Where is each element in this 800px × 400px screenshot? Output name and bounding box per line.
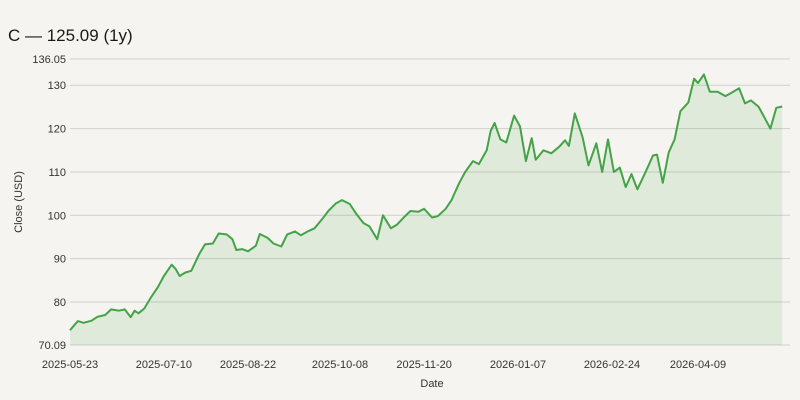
chart-title: C — 125.09 (1y) [8,26,133,45]
x-tick-label: 2026-02-24 [584,359,640,371]
y-tick-label: 130 [48,80,66,92]
y-tick-label: 90 [54,254,66,266]
x-tick-label: 2025-11-20 [396,359,451,371]
y-tick-label: 100 [48,210,66,222]
y-tick-label: 110 [48,167,66,179]
x-axis-label: Date [420,378,443,390]
x-axis-ticks: 2025-05-23 2025-07-10 2025-08-22 2025-10-08… [42,359,726,371]
y-tick-label: 80 [54,297,66,309]
y-axis-ticks: 70.09 80 90 100 110 120 130 136.05 [32,54,66,352]
x-tick-label: 2025-10-08 [312,359,368,371]
x-tick-label: 2025-08-22 [220,359,276,371]
x-tick-label: 2026-04-09 [670,359,726,371]
y-axis-label: Close (USD) [13,171,25,233]
x-tick-label: 2025-05-23 [42,359,98,371]
series-line [69,73,783,331]
y-tick-label: 136.05 [32,54,66,66]
x-tick-label: 2026-01-07 [490,359,546,371]
y-tick-label: 70.09 [38,340,66,352]
y-tick-label: 120 [48,124,66,136]
x-tick-label: 2025-07-10 [136,359,192,371]
series-area [70,74,783,346]
